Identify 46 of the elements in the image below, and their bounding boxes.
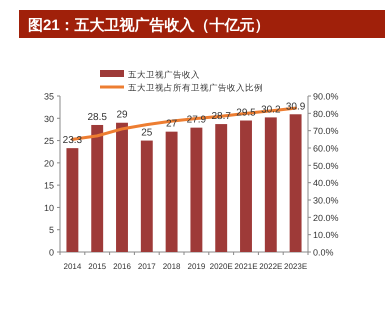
x-tick-label: 2019	[188, 262, 206, 271]
data-label: 28.5	[87, 112, 108, 123]
y-tick-label: 30	[44, 114, 54, 124]
x-tick-label: 2022E	[259, 262, 282, 271]
x-tick-label: 2015	[88, 262, 107, 271]
data-label: 25	[141, 128, 153, 139]
x-tick-label: 2020E	[210, 262, 233, 271]
y-tick-label: 25	[44, 136, 54, 146]
bar	[166, 132, 178, 252]
y-tick-label: 10	[44, 202, 54, 213]
bar	[66, 148, 78, 252]
x-tick-label: 2017	[138, 262, 156, 271]
y-tick-label: 5	[48, 225, 54, 236]
y2-tick-label: 80.0%	[313, 108, 339, 119]
data-label: 29	[116, 110, 128, 121]
y-tick-label: 15	[44, 180, 54, 191]
data-label: 23.3	[62, 135, 83, 146]
y2-tick-label: 30.0%	[313, 196, 339, 206]
x-tick-label: 2021E	[234, 262, 258, 271]
y2-tick-label: 50.0%	[313, 160, 339, 171]
legend-label: 五大卫视广告收入	[128, 70, 200, 80]
y2-tick-label: 0.0%	[313, 248, 334, 258]
bar	[91, 124, 104, 252]
x-tick-label: 2023E	[284, 262, 308, 271]
bar	[240, 120, 252, 252]
x-tick-label: 2014	[64, 262, 82, 271]
y2-tick-label: 60.0%	[313, 144, 339, 154]
bar	[190, 128, 202, 252]
x-tick-label: 2018	[162, 262, 182, 271]
y2-tick-label: 20.0%	[313, 212, 339, 223]
bar	[215, 124, 228, 252]
chart-title: 图21：五大卫视广告收入（十亿元）	[28, 16, 270, 34]
y-tick-label: 0	[48, 248, 54, 258]
bar	[264, 117, 277, 252]
bar	[116, 122, 128, 252]
y-tick-label: 20	[44, 158, 54, 168]
y2-tick-label: 40.0%	[313, 178, 339, 188]
data-label: 30.9	[286, 101, 306, 112]
y2-tick-label: 90.0%	[313, 92, 339, 102]
y2-tick-label: 70.0%	[313, 126, 339, 136]
x-tick-label: 2016	[113, 262, 132, 271]
legend-label: 五大卫视占所有卫视广告收入比例	[128, 82, 263, 92]
y2-tick-label: 10.0%	[313, 230, 339, 240]
bar	[290, 114, 302, 252]
bar	[140, 140, 153, 252]
y-tick-label: 35	[44, 92, 54, 102]
